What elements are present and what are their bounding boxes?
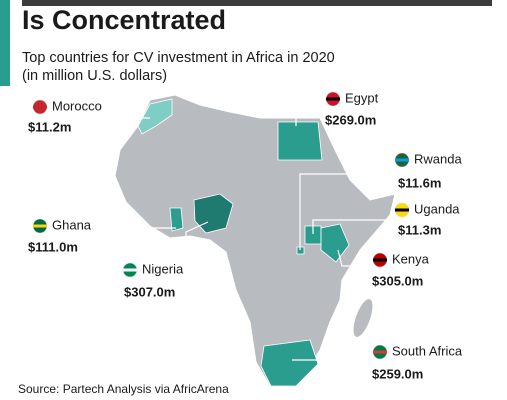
south-africa-shape [260,339,319,387]
country-value: $11.2m [28,119,71,134]
flag-stripe [33,105,47,109]
country-name: Uganda [414,201,460,216]
flag-stripe [395,158,409,162]
madagascar [353,299,373,337]
country-name: South Africa [392,343,463,358]
nigeria-shape [193,193,234,234]
country-name: Rwanda [414,151,462,166]
flag-stripe [395,208,409,212]
country-value: $11.3m [398,222,441,237]
leader-line [299,173,396,250]
map [114,94,396,387]
country-value: $307.0m [124,284,175,299]
leader-line [185,221,209,282]
flag-stripe [33,224,47,228]
leader-line [337,249,368,267]
egypt-shape [277,121,323,161]
rwanda-shape [296,246,305,255]
country-value: $305.0m [372,273,423,288]
leader-line [295,109,313,126]
country-value: $259.0m [372,366,423,381]
country-name: Kenya [392,251,430,266]
flag-stripe [373,258,387,262]
flag-stripe [123,268,137,272]
leader-line [312,219,396,234]
source: Source: Partech Analysis via AfricArena [18,382,229,396]
country-value: $11.6m [398,175,441,190]
labels: Morocco $11.2m Egypt $269.0m Rwanda $11.6m Uga… [28,90,463,381]
country-name: Ghana [52,217,92,232]
country-name: Morocco [52,98,102,113]
morocco-shape [137,98,173,135]
flag-stripe [326,97,340,101]
cut-title-line [22,0,492,6]
leaders [96,109,396,361]
country-name: Egypt [345,90,379,105]
country-value: $111.0m [28,239,78,254]
country-name: Nigeria [142,261,184,276]
subtitle: (in million U.S. dollars) [22,68,167,84]
country-value: $269.0m [325,112,376,127]
flag-stripe [373,350,387,354]
subtitle: Top countries for CV investment in Afric… [22,50,335,66]
ghana-shape [169,207,184,232]
accent-bar [0,0,10,86]
title: Is Concentrated [22,5,226,35]
africa [114,94,396,387]
kenya-shape [320,223,350,263]
